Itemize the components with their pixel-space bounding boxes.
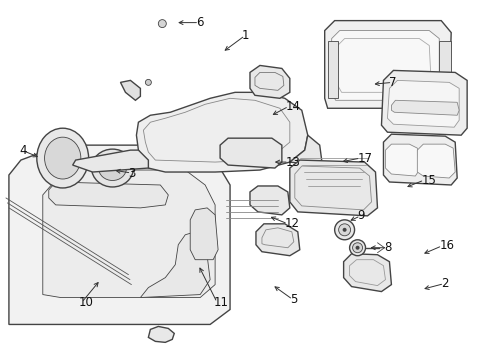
- Circle shape: [158, 20, 166, 28]
- Circle shape: [335, 220, 355, 240]
- Ellipse shape: [37, 128, 89, 188]
- Text: 16: 16: [439, 239, 454, 252]
- Text: 10: 10: [78, 296, 94, 309]
- Polygon shape: [190, 208, 218, 260]
- Circle shape: [339, 224, 350, 236]
- Polygon shape: [136, 92, 308, 172]
- Polygon shape: [388, 80, 459, 127]
- Polygon shape: [256, 224, 300, 256]
- Circle shape: [353, 243, 363, 253]
- Polygon shape: [328, 41, 338, 98]
- Polygon shape: [250, 66, 290, 98]
- Text: 11: 11: [214, 296, 229, 309]
- Polygon shape: [43, 170, 215, 298]
- Polygon shape: [220, 138, 282, 168]
- Circle shape: [343, 228, 346, 232]
- Polygon shape: [384, 134, 457, 185]
- Text: 2: 2: [441, 277, 449, 290]
- Polygon shape: [73, 150, 148, 172]
- Polygon shape: [121, 80, 141, 100]
- Polygon shape: [382, 71, 467, 135]
- Text: 1: 1: [242, 29, 249, 42]
- Polygon shape: [49, 182, 168, 208]
- Polygon shape: [290, 160, 377, 216]
- Polygon shape: [9, 145, 230, 324]
- Text: 9: 9: [358, 210, 365, 222]
- Polygon shape: [343, 254, 392, 292]
- Polygon shape: [141, 232, 210, 298]
- Ellipse shape: [98, 156, 126, 180]
- Text: 8: 8: [385, 241, 392, 254]
- Circle shape: [111, 166, 115, 170]
- Polygon shape: [148, 327, 174, 342]
- Polygon shape: [439, 41, 451, 98]
- Polygon shape: [386, 144, 419, 176]
- Polygon shape: [332, 31, 439, 100]
- Text: 3: 3: [128, 167, 136, 180]
- Polygon shape: [325, 21, 451, 108]
- Circle shape: [349, 240, 366, 256]
- Text: 5: 5: [290, 293, 297, 306]
- Ellipse shape: [92, 149, 133, 187]
- Polygon shape: [417, 144, 455, 178]
- Text: 17: 17: [358, 152, 372, 165]
- Text: 4: 4: [19, 144, 26, 157]
- Circle shape: [356, 246, 360, 250]
- Polygon shape: [250, 186, 290, 215]
- Polygon shape: [290, 135, 322, 165]
- Text: 12: 12: [285, 217, 300, 230]
- Text: 6: 6: [196, 16, 204, 29]
- Text: 7: 7: [390, 76, 397, 89]
- Polygon shape: [392, 100, 459, 115]
- Ellipse shape: [45, 137, 81, 179]
- Circle shape: [146, 80, 151, 85]
- Text: 14: 14: [286, 100, 301, 113]
- Text: 15: 15: [421, 174, 436, 186]
- Text: 13: 13: [286, 156, 301, 168]
